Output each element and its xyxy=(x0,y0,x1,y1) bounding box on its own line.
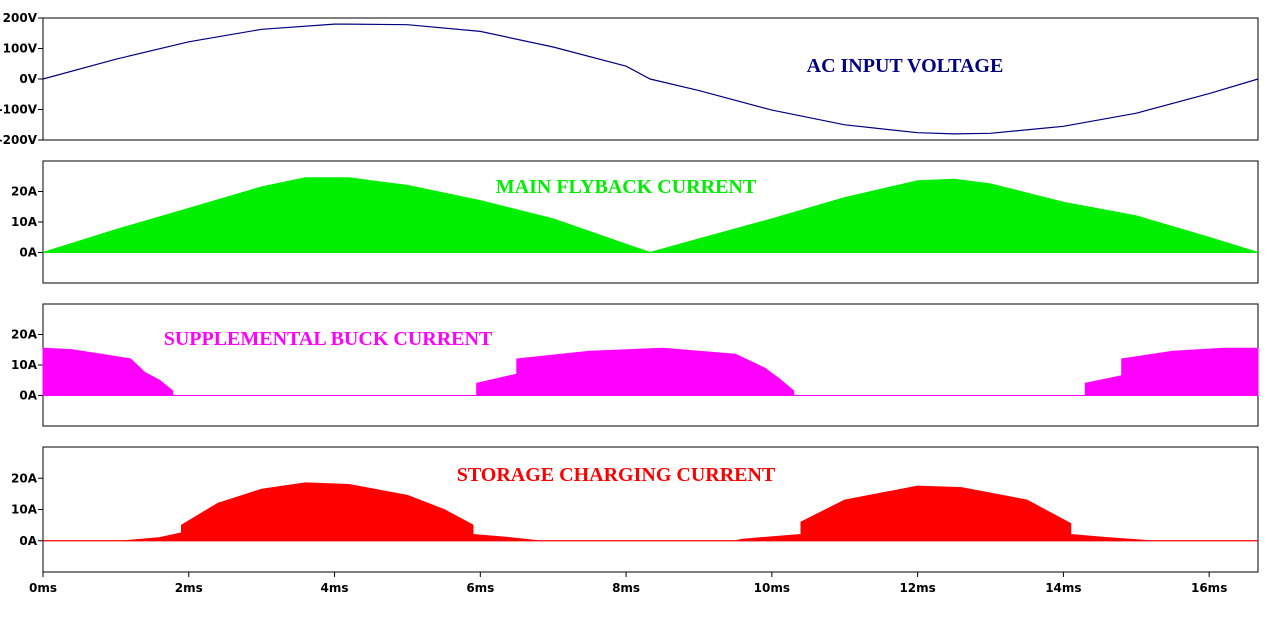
pane-title: MAIN FLYBACK CURRENT xyxy=(496,176,757,198)
y-tick-label: 200V xyxy=(3,11,38,25)
x-tick-label: 14ms xyxy=(1045,581,1081,595)
y-tick-label: 20A xyxy=(11,471,38,485)
x-tick-label: 10ms xyxy=(754,581,790,595)
x-tick-label: 8ms xyxy=(612,581,640,595)
x-tick-label: 2ms xyxy=(175,581,203,595)
y-tick-label: -200V xyxy=(0,133,38,147)
pane-title: STORAGE CHARGING CURRENT xyxy=(457,464,776,486)
y-tick-label: 10A xyxy=(11,215,38,229)
x-tick-label: 12ms xyxy=(899,581,935,595)
pane-1: 200V 100V 0V -100V -200V AC INPUT VOLTAGE xyxy=(0,11,1259,147)
series-area xyxy=(42,177,1259,254)
y-tick-label: 100V xyxy=(3,42,38,56)
pane-title: AC INPUT VOLTAGE xyxy=(807,55,1004,77)
pane-3: 20A 10A 0A SUPPLEMENTAL BUCK CURRENT xyxy=(11,303,1259,427)
y-tick-label: 20A xyxy=(11,328,38,342)
pane-4: 20A 10A 0A STORAGE CHARGING CURRENT 0ms 2ms 4m… xyxy=(11,446,1259,595)
series-line xyxy=(42,23,1259,135)
x-tick-label: 16ms xyxy=(1191,581,1227,595)
x-tick-label: 6ms xyxy=(466,581,494,595)
y-tick-label: 10A xyxy=(11,358,38,372)
pane-2: 20A 10A 0A MAIN FLYBACK CURRENT xyxy=(11,160,1259,284)
y-tick-label: 0A xyxy=(19,246,37,260)
series-area xyxy=(43,482,1258,542)
y-tick-label: 0A xyxy=(19,389,37,403)
y-tick-label: 20A xyxy=(11,185,38,199)
series-area xyxy=(42,347,1259,396)
x-tick-label: 4ms xyxy=(321,581,349,595)
pane-title: SUPPLEMENTAL BUCK CURRENT xyxy=(164,328,493,350)
y-tick-label: -100V xyxy=(0,103,38,117)
y-tick-label: 10A xyxy=(11,503,38,517)
x-tick-label: 0ms xyxy=(29,581,57,595)
y-tick-label: 0V xyxy=(19,72,37,86)
y-tick-label: 0A xyxy=(19,534,37,548)
